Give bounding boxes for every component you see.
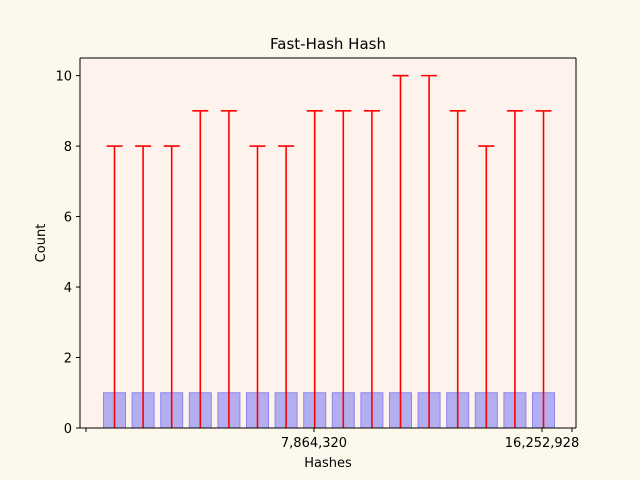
plot-area: [80, 58, 576, 428]
x-tick-label: 16,252,928: [505, 436, 579, 451]
y-tick-label: 10: [55, 70, 72, 85]
x-axis-label: Hashes: [304, 456, 352, 471]
axis-frame: [79, 57, 577, 429]
y-tick-label: 0: [64, 422, 72, 437]
x-tick-label: 7,864,320: [281, 436, 347, 451]
chart-title: Fast-Hash Hash: [270, 35, 386, 53]
y-tick-label: 4: [64, 281, 72, 296]
y-tick-label: 6: [64, 211, 72, 226]
y-tick-label: 8: [64, 140, 72, 155]
y-tick-label: 2: [64, 352, 72, 367]
y-axis-label: Count: [34, 224, 49, 263]
